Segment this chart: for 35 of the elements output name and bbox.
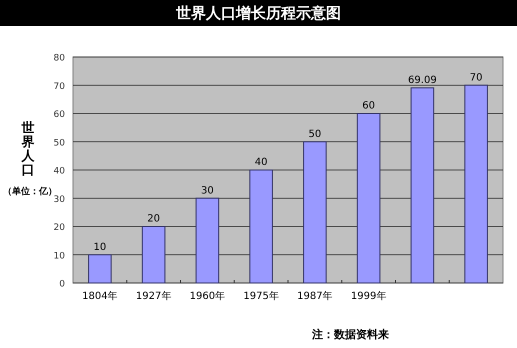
bar [410,87,434,284]
bar [88,254,112,284]
bar [196,198,220,284]
y-tick-label: 80 [54,54,66,64]
data-label: 20 [147,214,160,224]
bar [464,84,488,284]
y-tick-label: 60 [54,110,66,120]
data-label: 60 [362,100,375,112]
x-tick-label: 1960年 [190,290,226,302]
data-label: 50 [308,128,322,140]
data-label: 30 [201,185,214,196]
x-tick-label: 1999年 [350,290,386,302]
x-tick-label: 1927年 [136,290,172,302]
x-tick-label: 1975年 [243,290,279,302]
bar [142,226,166,284]
bar [303,141,327,284]
y-tick-label: 40 [54,166,66,176]
x-tick-label: 1987年 [297,290,333,302]
bar [249,170,273,284]
data-label: 69.09 [408,74,437,86]
y-tick-label: 20 [54,223,66,233]
data-label: 10 [94,242,106,253]
text: 注：数据资料来 [311,328,389,341]
bar [356,113,380,284]
y-tick-label: 0 [59,280,66,290]
chart-title: 世界人口增长历程示意图 [175,4,341,22]
y-tick-label: 30 [54,194,66,205]
data-label: 70 [470,72,482,84]
x-tick-label: 1804年 [82,290,118,302]
y-tick-label: 50 [54,138,66,148]
y-tick-label: 10 [54,251,66,262]
y-tick-label: 70 [54,82,66,92]
y-axis-title: 世界人口 [20,121,36,178]
data-label: 40 [254,157,268,168]
text: （单位：亿） [3,186,57,197]
